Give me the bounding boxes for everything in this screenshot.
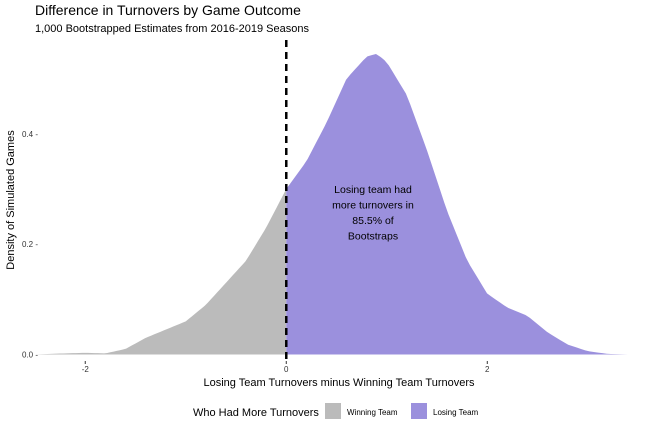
annotation-text: Losing team had more turnovers in 85.5% of… (332, 184, 414, 243)
annotation-line: Losing team had (334, 184, 412, 196)
annotation-line: Bootstraps (348, 231, 398, 243)
legend: Who Had More Turnovers Winning Team Losi… (193, 403, 479, 419)
area-losing-team (286, 54, 628, 355)
y-tick-label: 0.0 - (22, 350, 38, 359)
annotation-line: more turnovers in (332, 200, 414, 212)
x-tick-label: -2 (82, 365, 90, 374)
y-axis-title: Density of Simulated Games (5, 130, 17, 270)
legend-swatch-winning-team (325, 403, 341, 419)
y-axis: 0.0 - 0.2 - 0.4 - (22, 130, 38, 360)
x-axis: -2 0 2 (82, 361, 490, 374)
x-tick-label: 2 (485, 365, 490, 374)
x-axis-title: Losing Team Turnovers minus Winning Team… (203, 377, 475, 389)
area-winning-team (35, 188, 287, 355)
chart-title: Difference in Turnovers by Game Outcome (35, 2, 301, 18)
y-tick-label: 0.2 - (22, 240, 38, 249)
legend-title: Who Had More Turnovers (193, 407, 319, 419)
legend-label-winning-team: Winning Team (347, 408, 398, 417)
x-tick-label: 0 (284, 365, 289, 374)
chart-subtitle: 1,000 Bootstrapped Estimates from 2016-2… (35, 23, 309, 35)
annotation-line: 85.5% of (352, 215, 394, 227)
legend-label-losing-team: Losing Team (433, 408, 479, 417)
legend-swatch-losing-team (411, 403, 427, 419)
y-tick-label: 0.4 - (22, 130, 38, 139)
